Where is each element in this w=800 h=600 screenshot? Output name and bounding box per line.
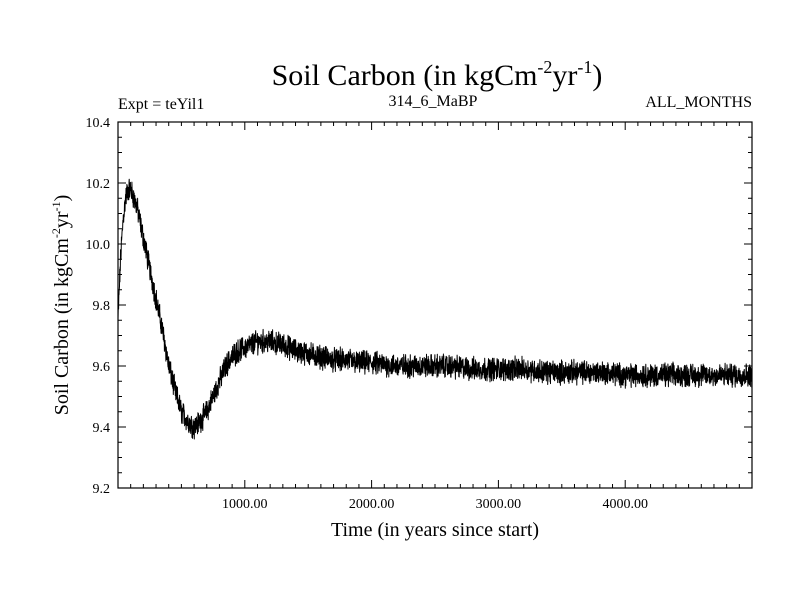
y-axis-label: Soil Carbon (in kgCm-2yr-1): [49, 195, 73, 416]
months-label: ALL_MONTHS: [645, 94, 752, 111]
period-label: 314_6_MaBP: [389, 93, 478, 110]
y-tick-label: 9.2: [93, 482, 111, 497]
series-group: [117, 178, 753, 440]
plot-frame: [117, 121, 753, 489]
y-tick-label: 9.6: [93, 360, 111, 375]
x-axis-label: Time (in years since start): [331, 519, 539, 541]
axis-ticks: 9.2 9.4 9.6 9.8 10.0 10.2 10.4 1000.00 2000.00 30…: [86, 116, 752, 512]
series-line-soil-carbon: [117, 178, 753, 440]
y-tick-label: 10.0: [86, 238, 111, 253]
chart-title: Soil Carbon (in kgCm-2yr-1): [272, 57, 603, 92]
x-tick-label: 4000.00: [602, 497, 648, 512]
y-tick-label: 10.4: [86, 116, 111, 131]
experiment-label: Expt = teYil1: [118, 96, 204, 113]
y-tick-label: 10.2: [86, 177, 111, 192]
x-tick-label: 2000.00: [349, 497, 395, 512]
x-tick-label: 3000.00: [476, 497, 522, 512]
x-tick-label: 1000.00: [222, 497, 268, 512]
y-tick-label: 9.8: [93, 299, 111, 314]
y-tick-label: 9.4: [93, 421, 111, 436]
